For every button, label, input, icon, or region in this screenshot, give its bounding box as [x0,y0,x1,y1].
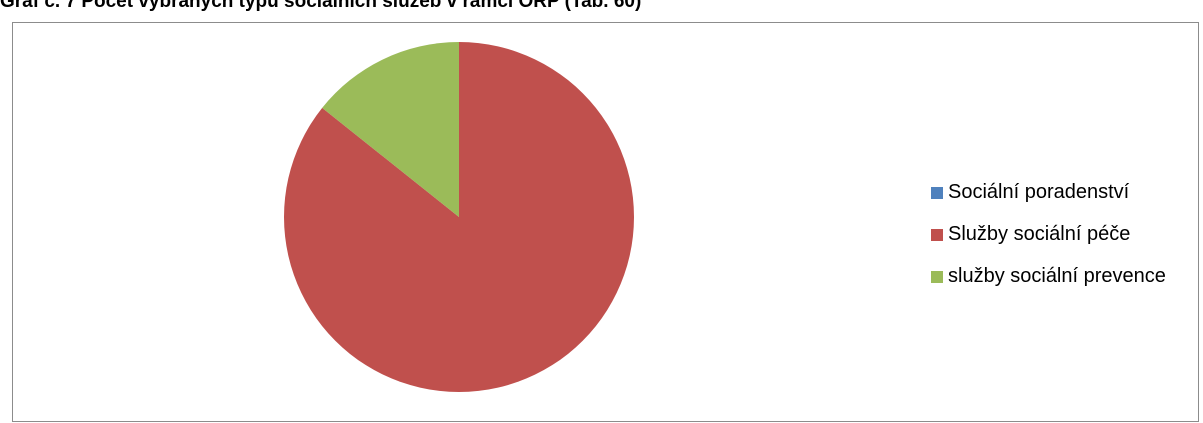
legend-label: Služby sociální péče [948,223,1131,245]
legend-swatch [931,228,943,241]
chart-area: Sociální poradenství Služby sociální péče… [12,22,1199,422]
legend-item-sluzby-socialni-prevence: služby sociální prevence [931,263,1166,290]
chart-legend: Sociální poradenství Služby sociální péče… [931,179,1166,305]
legend-swatch [931,270,943,283]
legend-item-socialni-poradenstvi: Sociální poradenství [931,179,1166,206]
legend-swatch [931,186,943,199]
legend-label: Sociální poradenství [948,181,1130,203]
chart-title: Graf č. 7 Počet vybraných typů sociálníc… [0,0,642,12]
legend-label: služby sociální prevence [948,265,1166,287]
pie-slice-sluzby-socialni-prevence [322,42,459,217]
pie-chart [284,42,634,393]
pie-slice-sluzby-socialni-pece [284,42,634,393]
legend-item-sluzby-socialni-pece: Služby sociální péče [931,221,1166,248]
